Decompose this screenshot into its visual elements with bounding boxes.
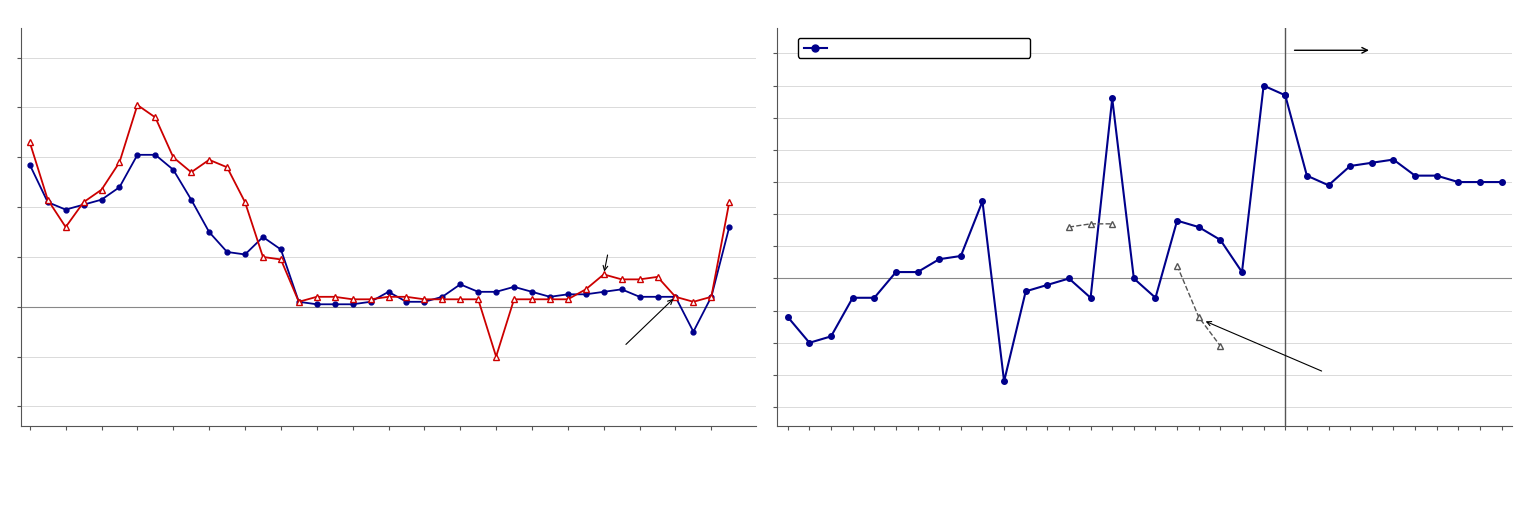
Legend: 消費者物価（生鮮食品を除く総合）: 消費者物価（生鮮食品を除く総合） [798,38,1031,58]
Text: 賃金（ベースアップ）: 賃金（ベースアップ） [550,249,668,270]
Text: サービス価格: サービス価格 [586,300,673,349]
Text: 消費税率引き上げの影響を除く: 消費税率引き上げの影響を除く [1206,322,1408,375]
